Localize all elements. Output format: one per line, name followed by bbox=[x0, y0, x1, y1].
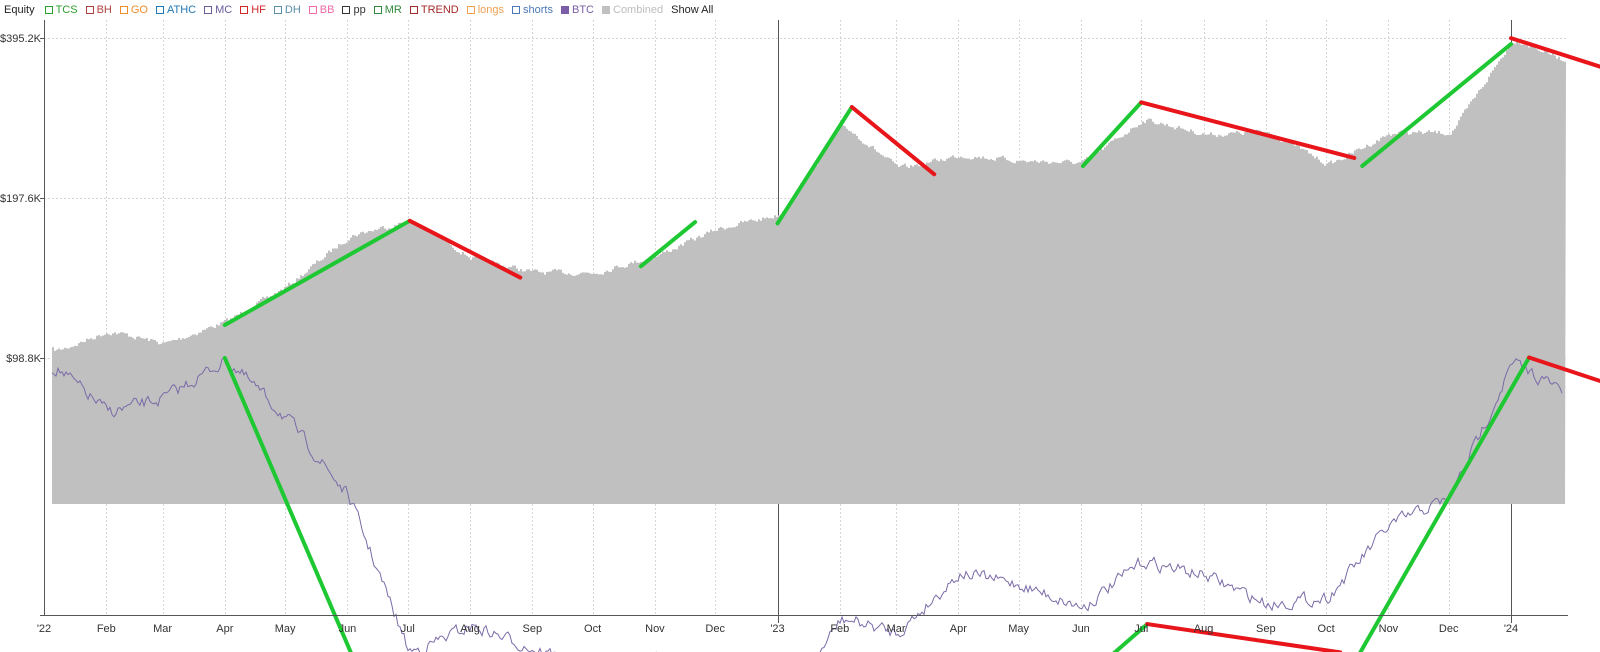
x-tick-label: Dec bbox=[1439, 623, 1459, 635]
x-tick-label: Feb bbox=[97, 623, 116, 635]
x-tick-label: Oct bbox=[1318, 623, 1335, 635]
x-tick-label: Jun bbox=[339, 623, 357, 635]
legend-item-btc[interactable]: BTC bbox=[561, 4, 594, 16]
legend-items: TCS BH GO ATHC MC HF DH BB pp MR TREND longs shorts B… bbox=[44, 4, 672, 16]
y-tick-label: $98.8K bbox=[6, 353, 42, 365]
x-tick-label: May bbox=[1008, 623, 1029, 635]
legend-item-label: DH bbox=[284, 4, 301, 16]
legend-swatch-icon bbox=[204, 6, 213, 14]
legend-swatch-icon bbox=[240, 6, 249, 14]
legend-item-shorts[interactable]: shorts bbox=[512, 4, 553, 16]
legend-swatch-icon bbox=[602, 6, 610, 14]
legend-swatch-icon bbox=[512, 6, 521, 14]
legend-swatch-icon bbox=[44, 6, 53, 14]
show-all-button[interactable]: Show All bbox=[671, 4, 714, 16]
x-tick-label: Sep bbox=[523, 623, 543, 635]
combined-up-trend-line bbox=[1080, 100, 1144, 168]
legend-item-mc[interactable]: MC bbox=[204, 4, 232, 16]
combined-up-trend-line bbox=[1360, 42, 1513, 168]
y-tick-label: $197.6K bbox=[0, 193, 42, 205]
legend-item-label: MR bbox=[384, 4, 402, 16]
legend-swatch-icon bbox=[119, 6, 128, 14]
legend-item-label: MC bbox=[215, 4, 233, 16]
btc-down-trend-line bbox=[1527, 355, 1600, 384]
x-tick-label: May bbox=[275, 623, 296, 635]
btc-down-trend-line bbox=[1145, 622, 1343, 652]
legend-swatch-icon bbox=[273, 6, 282, 14]
x-tick-label: Jul bbox=[401, 623, 415, 635]
combined-up-trend-line bbox=[775, 105, 854, 226]
x-tick-label: Sep bbox=[1256, 623, 1276, 635]
legend-item-trend[interactable]: TREND bbox=[409, 4, 459, 16]
axes: $98.8K $197.6K $395.2K '22 Feb Mar Apr May Jun Ju… bbox=[0, 20, 1568, 635]
x-tick-label: Mar bbox=[153, 623, 172, 635]
legend-swatch-icon bbox=[85, 6, 94, 14]
legend-item-label: HF bbox=[251, 4, 266, 16]
legend-item-label: BB bbox=[319, 4, 335, 16]
legend-item-label: shorts bbox=[523, 4, 553, 16]
combined-down-trend-line bbox=[849, 105, 937, 177]
legend-item-label: TCS bbox=[55, 4, 78, 16]
legend-item-tcs[interactable]: TCS bbox=[44, 4, 78, 16]
legend-item-label: GO bbox=[130, 4, 148, 16]
legend-item-bb[interactable]: BB bbox=[308, 4, 335, 16]
btc-line bbox=[51, 357, 1563, 652]
x-tick-label: Apr bbox=[950, 623, 967, 635]
combined-up-trend-line bbox=[222, 218, 412, 327]
x-tick-label: '22 bbox=[37, 623, 51, 635]
x-tick-label: Aug bbox=[460, 623, 480, 635]
legend-item-longs[interactable]: longs bbox=[466, 4, 505, 16]
x-tick-label: Oct bbox=[584, 623, 601, 635]
legend-item-label: BH bbox=[96, 4, 112, 16]
combined-area bbox=[52, 41, 1566, 504]
x-tick-label: Nov bbox=[645, 623, 665, 635]
x-tick-label: Dec bbox=[705, 623, 725, 635]
y-tick-label: $395.2K bbox=[0, 33, 42, 45]
btc-up-trend-line bbox=[222, 356, 353, 652]
legend-item-bh[interactable]: BH bbox=[85, 4, 112, 16]
legend-item-label: longs bbox=[477, 4, 505, 16]
legend-item-label: TREND bbox=[420, 4, 459, 16]
legend-item-label: pp bbox=[353, 4, 366, 16]
x-tick-label: Nov bbox=[1379, 623, 1399, 635]
x-tick-label: Mar bbox=[887, 623, 906, 635]
x-tick-label: Feb bbox=[830, 623, 849, 635]
combined-down-trend-line bbox=[407, 218, 523, 280]
btc-up-trend-line bbox=[1358, 355, 1532, 652]
legend-title: Equity bbox=[4, 4, 35, 16]
legend-item-dh[interactable]: DH bbox=[273, 4, 301, 16]
legend-item-athc[interactable]: ATHC bbox=[155, 4, 197, 16]
x-tick-label: Jul bbox=[1134, 623, 1148, 635]
legend-swatch-icon bbox=[155, 6, 164, 14]
legend-item-label: ATHC bbox=[166, 4, 197, 16]
x-tick-label: '23 bbox=[770, 623, 784, 635]
legend-swatch-icon bbox=[409, 6, 418, 14]
legend-swatch-icon bbox=[466, 6, 475, 14]
legend-item-pp[interactable]: pp bbox=[342, 4, 366, 16]
legend-swatch-icon bbox=[373, 6, 382, 14]
legend-item-label: BTC bbox=[572, 4, 594, 16]
legend-swatch-icon bbox=[342, 6, 351, 14]
legend-swatch-icon bbox=[308, 6, 317, 14]
trend-lines bbox=[222, 36, 1600, 652]
legend-item-combined[interactable]: Combined bbox=[602, 4, 663, 16]
combined-up-trend-line bbox=[638, 220, 698, 269]
legend: Equity TCS BH GO ATHC MC HF DH BB pp MR TREND longs… bbox=[4, 2, 713, 18]
legend-item-mr[interactable]: MR bbox=[373, 4, 402, 16]
btc-up-trend-line bbox=[1112, 622, 1150, 652]
legend-item-go[interactable]: GO bbox=[119, 4, 148, 16]
x-tick-label: Jun bbox=[1072, 623, 1090, 635]
x-tick-label: Apr bbox=[216, 623, 233, 635]
combined-down-trend-line bbox=[1139, 100, 1357, 160]
combined-down-trend-line bbox=[1509, 36, 1600, 69]
legend-item-hf[interactable]: HF bbox=[240, 4, 266, 16]
legend-item-label: Combined bbox=[613, 4, 664, 16]
x-tick-label: '24 bbox=[1504, 623, 1518, 635]
x-tick-label: Aug bbox=[1194, 623, 1214, 635]
legend-swatch-icon bbox=[561, 6, 569, 14]
